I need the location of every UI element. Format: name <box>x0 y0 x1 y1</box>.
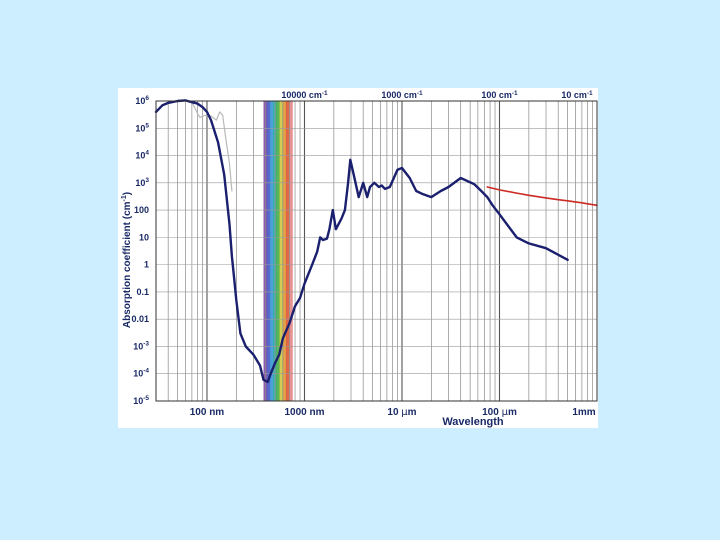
y-tick-label: 104 <box>135 150 149 161</box>
chart-background <box>118 88 598 428</box>
y-axis-label: Absorption coefficient (cm-1) <box>121 192 133 328</box>
x-tick-label: 10 μm <box>387 407 416 418</box>
y-axis-label-close: ) <box>122 192 133 195</box>
top-tick-label: 10 cm-1 <box>561 90 593 100</box>
visible-band-stripe <box>269 101 274 401</box>
ice-curve <box>486 186 598 207</box>
top-tick-label: 10000 cm-1 <box>281 90 328 100</box>
visible-band-stripe <box>279 101 284 401</box>
visible-band-stripe <box>266 101 271 401</box>
x-tick-label: 100 nm <box>190 407 225 418</box>
y-tick-label: 1 <box>144 260 149 270</box>
y-axis-label-sup: -1 <box>121 195 128 201</box>
y-tick-label: 0.01 <box>131 314 149 324</box>
y-tick-label: 100 <box>134 205 149 215</box>
top-tick-labels: 10000 cm-1 1000 cm-1 100 cm-1 10 cm-1 <box>281 90 593 100</box>
series-layer <box>154 99 598 384</box>
x-axis-label: Wavelength <box>442 416 504 428</box>
top-tick-label: 100 cm-1 <box>481 90 518 100</box>
y-tick-label: 10-3 <box>133 340 149 351</box>
x-tick-labels: 100 nm 1000 nm 10 μm 100 μm 1mm <box>190 407 596 418</box>
y-tick-label: 10 <box>139 232 149 242</box>
y-tick-label: 103 <box>135 177 149 188</box>
y-tick-label: 0.1 <box>136 287 149 297</box>
y-tick-label: 10-5 <box>133 395 149 406</box>
x-tick-label: 100 μm <box>482 407 517 418</box>
visible-band-stripe <box>289 101 293 401</box>
water-curve <box>154 99 569 384</box>
y-axis-label-main: Absorption coefficient (cm <box>122 201 133 328</box>
x-tick-label: 1000 nm <box>284 407 324 418</box>
plot-frame <box>155 100 598 402</box>
top-tick-label: 1000 cm-1 <box>381 90 423 100</box>
chart-card: 106 105 104 103 100 10 1 0.1 0.01 10-3 10-4 10-5 10… <box>118 88 598 428</box>
absorption-chart: 106 105 104 103 100 10 1 0.1 0.01 10-3 10-4 10-5 10… <box>118 88 598 428</box>
x-tick-label: 1mm <box>572 407 595 418</box>
visible-band-stripe <box>285 101 290 401</box>
y-tick-label: 106 <box>135 95 149 106</box>
visible-band-stripe <box>276 101 281 401</box>
y-tick-label: 105 <box>135 122 149 133</box>
y-tick-labels: 106 105 104 103 100 10 1 0.1 0.01 10-3 10-4 10-5 <box>131 95 149 406</box>
y-tick-label: 10-4 <box>133 368 149 379</box>
visible-band-stripe <box>282 101 287 401</box>
